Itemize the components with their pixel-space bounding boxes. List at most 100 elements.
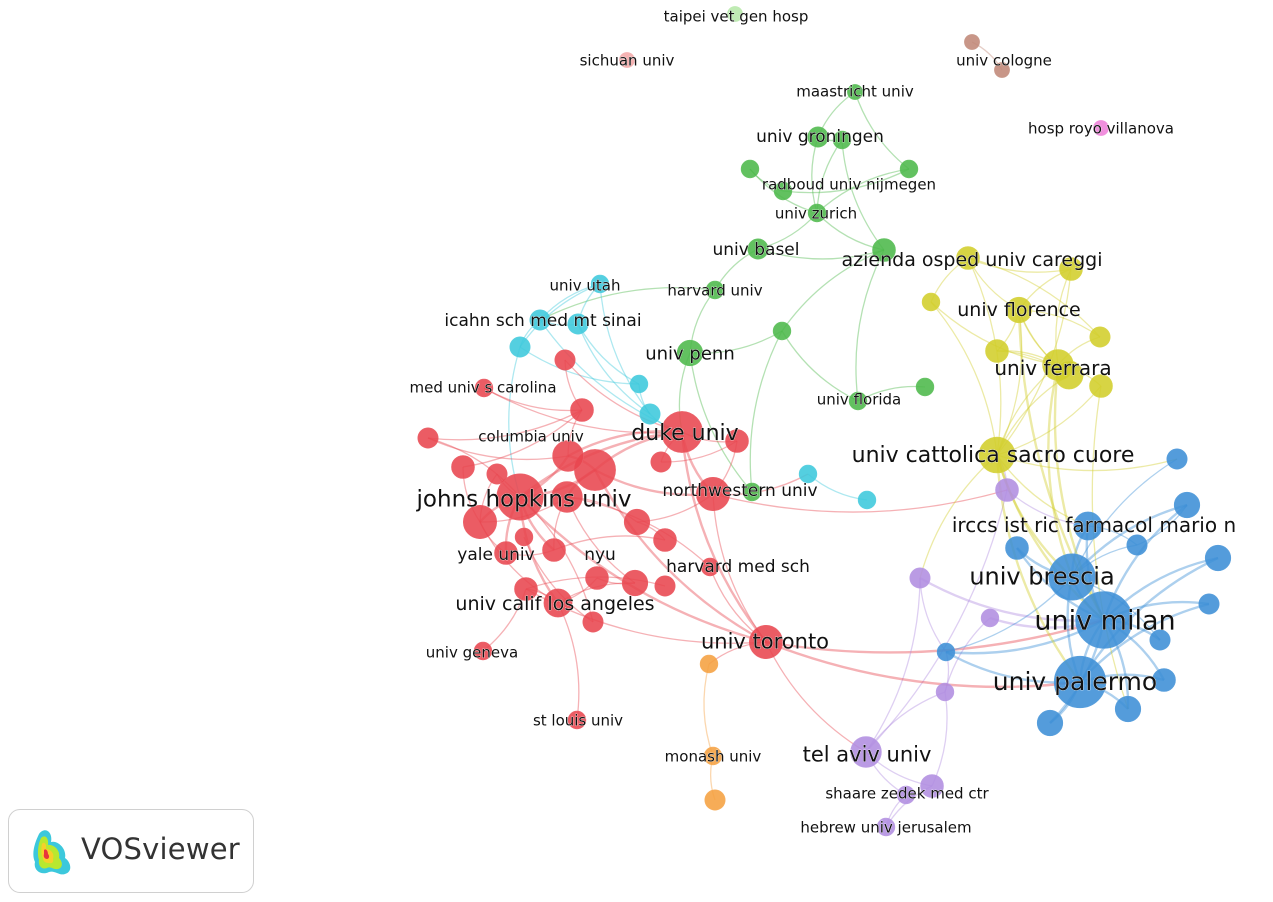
- node-b_a[interactable]: [936, 642, 956, 662]
- node-radboud[interactable]: [832, 130, 852, 150]
- node-b_d[interactable]: [1173, 491, 1201, 519]
- label-hebrew[interactable]: hebrew univ jerusalem: [800, 818, 972, 837]
- node-r_k[interactable]: [653, 528, 677, 552]
- node-r_l[interactable]: [585, 566, 609, 590]
- label-yale[interactable]: yale univ: [457, 545, 535, 566]
- node-r_i[interactable]: [551, 481, 583, 513]
- node-g_c[interactable]: [773, 181, 793, 201]
- label-monash[interactable]: monash univ: [664, 747, 762, 766]
- node-r_d[interactable]: [552, 440, 584, 472]
- node-palermo[interactable]: [1053, 655, 1107, 709]
- node-scarolina[interactable]: [474, 378, 494, 398]
- node-utah[interactable]: [590, 274, 610, 294]
- node-milan[interactable]: [1075, 591, 1133, 649]
- node-ucla[interactable]: [543, 588, 573, 618]
- node-maastricht[interactable]: [847, 84, 863, 100]
- label-maastricht[interactable]: maastricht univ: [796, 82, 914, 101]
- node-g_b[interactable]: [740, 159, 760, 179]
- node-b_g[interactable]: [1198, 593, 1220, 615]
- node-o_b[interactable]: [704, 789, 726, 811]
- node-penn[interactable]: [676, 339, 704, 367]
- label-cattolica[interactable]: univ cattolica sacro cuore: [851, 443, 1135, 469]
- label-geneva[interactable]: univ geneva: [426, 643, 519, 662]
- node-taipei[interactable]: [727, 6, 743, 22]
- label-northwestern[interactable]: northwestern univ: [662, 481, 818, 502]
- label-jhu[interactable]: johns hopkins univ: [415, 486, 632, 513]
- node-b_j[interactable]: [1149, 629, 1171, 651]
- node-p_d[interactable]: [980, 608, 1000, 628]
- node-y_c[interactable]: [1054, 360, 1084, 390]
- node-b_f[interactable]: [1166, 448, 1188, 470]
- node-r_b[interactable]: [570, 398, 594, 422]
- node-b_b[interactable]: [1005, 536, 1029, 560]
- node-toronto[interactable]: [748, 624, 783, 659]
- node-c_d[interactable]: [639, 403, 661, 425]
- label-harvard[interactable]: harvard univ: [667, 281, 763, 300]
- node-y_b[interactable]: [921, 292, 941, 312]
- node-b_e[interactable]: [1204, 544, 1232, 572]
- node-y_d[interactable]: [1089, 326, 1111, 348]
- label-columbia[interactable]: columbia univ: [478, 427, 584, 446]
- node-g_d[interactable]: [899, 159, 919, 179]
- node-y_f[interactable]: [1089, 374, 1113, 398]
- node-c_f[interactable]: [857, 490, 877, 510]
- node-r_o[interactable]: [514, 577, 538, 601]
- node-p_a[interactable]: [896, 785, 916, 805]
- node-g_mid[interactable]: [772, 321, 792, 341]
- node-geneva[interactable]: [473, 641, 493, 661]
- label-basel[interactable]: univ basel: [712, 240, 800, 261]
- label-scarolina[interactable]: med univ s carolina: [409, 378, 557, 397]
- node-y_a[interactable]: [1059, 257, 1083, 281]
- node-b_h[interactable]: [1114, 695, 1142, 723]
- label-utah[interactable]: univ utah: [549, 276, 621, 295]
- label-ferrara[interactable]: univ ferrara: [994, 356, 1112, 381]
- label-telaviv[interactable]: tel aviv univ: [802, 742, 932, 767]
- node-monash[interactable]: [703, 746, 723, 766]
- node-r_r[interactable]: [650, 451, 672, 473]
- node-r_a[interactable]: [554, 349, 576, 371]
- node-r_j[interactable]: [623, 508, 651, 536]
- node-g_fl2[interactable]: [915, 377, 935, 397]
- label-florida[interactable]: univ florida: [816, 390, 902, 409]
- node-y_e[interactable]: [985, 339, 1009, 363]
- label-brescia[interactable]: univ brescia: [969, 562, 1115, 591]
- node-c_c[interactable]: [629, 374, 649, 394]
- label-florence[interactable]: univ florence: [957, 299, 1081, 322]
- node-r_f[interactable]: [451, 455, 475, 479]
- node-c_b[interactable]: [567, 313, 589, 335]
- node-brescia[interactable]: [1048, 553, 1096, 601]
- node-p_c[interactable]: [909, 567, 931, 589]
- node-florence[interactable]: [1005, 296, 1033, 324]
- node-r_q[interactable]: [514, 527, 534, 547]
- node-groningen[interactable]: [807, 126, 829, 148]
- label-royo[interactable]: hosp royo villanova: [1028, 119, 1175, 138]
- label-sichuan[interactable]: sichuan univ: [579, 51, 675, 70]
- label-penn[interactable]: univ penn: [645, 343, 735, 365]
- node-r_p[interactable]: [582, 611, 604, 633]
- node-careggi[interactable]: [956, 246, 980, 270]
- node-r_h[interactable]: [462, 504, 497, 539]
- node-columbia[interactable]: [417, 427, 439, 449]
- node-basel[interactable]: [747, 238, 769, 260]
- node-florida[interactable]: [848, 391, 868, 411]
- node-northwestern[interactable]: [695, 476, 730, 511]
- node-c_e[interactable]: [798, 464, 818, 484]
- label-toronto[interactable]: univ toronto: [701, 629, 830, 654]
- label-sinai[interactable]: icahn sch med mt sinai: [444, 311, 642, 332]
- node-stlouis[interactable]: [567, 710, 587, 730]
- node-telaviv[interactable]: [850, 736, 882, 768]
- node-northwestern_g[interactable]: [742, 482, 762, 502]
- node-shaare[interactable]: [920, 774, 944, 798]
- label-nyu[interactable]: nyu: [584, 545, 616, 566]
- node-hms[interactable]: [700, 557, 720, 577]
- label-groningen[interactable]: univ groningen: [756, 127, 884, 148]
- label-zurich[interactable]: univ zurich: [775, 204, 858, 223]
- node-careggi_g[interactable]: [872, 238, 896, 262]
- label-hms[interactable]: harvard med sch: [666, 557, 810, 578]
- label-palermo[interactable]: univ palermo: [993, 667, 1158, 697]
- node-harvard[interactable]: [705, 280, 725, 300]
- node-royo[interactable]: [1093, 120, 1109, 136]
- node-c_a[interactable]: [509, 336, 531, 358]
- label-duke[interactable]: duke univ: [631, 421, 739, 447]
